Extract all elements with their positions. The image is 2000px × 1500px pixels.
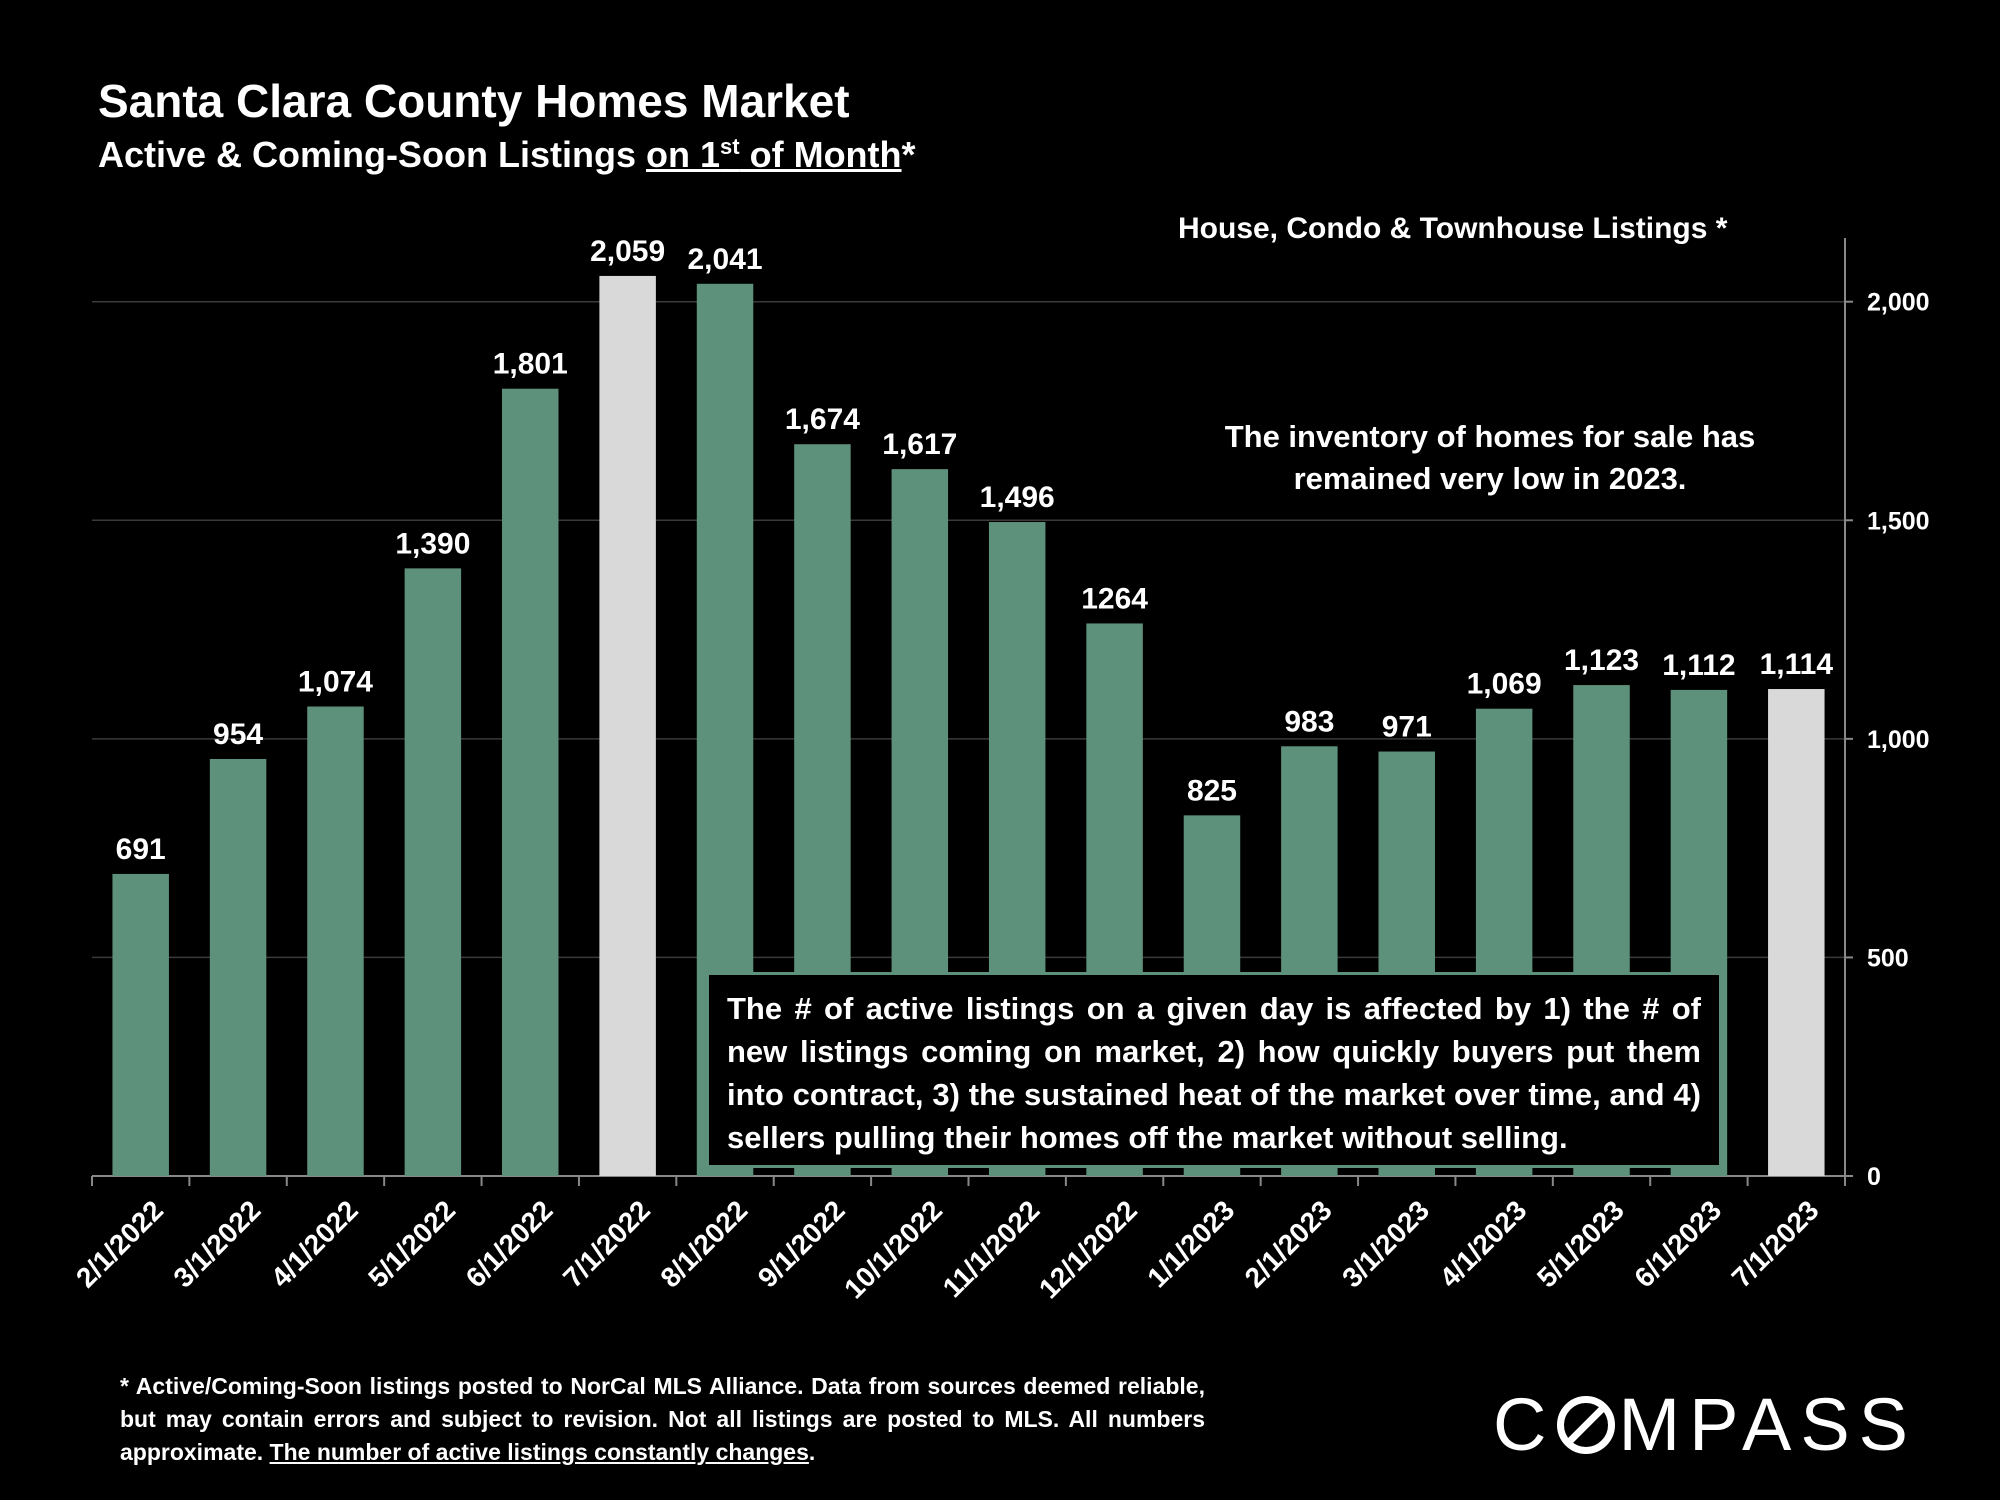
y-tick-label: 500 [1867, 944, 1909, 972]
x-tick-label: 2/1/2023 [1239, 1194, 1338, 1293]
data-label: 2,041 [687, 243, 762, 276]
chart-subtitle: Active & Coming-Soon Listings on 1st of … [98, 134, 916, 176]
data-label: 1,801 [493, 348, 568, 381]
x-tick-label: 5/1/2023 [1531, 1194, 1630, 1293]
data-label: 1,114 [1760, 648, 1834, 681]
data-label: 1,074 [298, 666, 373, 699]
subtitle-underlined: on 1st of Month [646, 134, 902, 175]
footnote-text: * Active/Coming-Soon listings posted to … [120, 1373, 1205, 1465]
footnote-end: . [808, 1439, 816, 1465]
x-tick-label: 7/1/2022 [557, 1194, 656, 1293]
x-tick-label: 1/1/2023 [1141, 1194, 1240, 1293]
logo-text-start: C [1493, 1383, 1556, 1466]
subtitle-prefix: Active & Coming-Soon Listings [98, 134, 647, 175]
x-tick-label: 4/1/2023 [1434, 1194, 1533, 1293]
explanation-callout-box: The # of active listings on a given day … [706, 972, 1722, 1168]
x-tick-label: 3/1/2023 [1336, 1194, 1435, 1293]
x-tick-label: 6/1/2023 [1628, 1194, 1727, 1293]
footnote-underlined: The number of active listings constantly… [269, 1439, 809, 1465]
compass-logo: C MPASS [1493, 1382, 1917, 1467]
bar [112, 873, 169, 1176]
y-tick-label: 1,500 [1867, 507, 1930, 535]
data-label: 1,617 [882, 428, 957, 461]
x-tick-label: 12/1/2022 [1033, 1194, 1143, 1304]
highlighted-bar [599, 275, 656, 1176]
subtitle-superscript: st [720, 134, 740, 159]
subtitle-suffix: * [901, 134, 916, 175]
highlighted-bar [1768, 689, 1825, 1176]
inventory-callout: The inventory of homes for sale has rema… [1224, 419, 1756, 496]
data-label: 1,674 [785, 403, 860, 436]
data-label: 1,069 [1467, 668, 1542, 701]
x-tick-label: 2/1/2022 [70, 1194, 169, 1293]
bar [209, 758, 267, 1176]
data-label: 1,123 [1564, 644, 1639, 677]
compass-o-icon [1557, 1395, 1616, 1454]
data-label: 1,112 [1662, 649, 1735, 682]
subtitle-underlined-b: of Month [739, 134, 902, 175]
data-label: 971 [1382, 711, 1432, 744]
x-tick-label: 4/1/2022 [265, 1194, 364, 1293]
x-tick-label: 10/1/2022 [838, 1194, 948, 1304]
bar [502, 388, 559, 1177]
x-tick-label: 11/1/2022 [937, 1194, 1046, 1303]
y-tick-label: 1,000 [1867, 726, 1930, 754]
bar [307, 706, 364, 1176]
x-tick-label: 3/1/2022 [167, 1194, 266, 1293]
x-tick-label: 6/1/2022 [460, 1194, 559, 1293]
y-tick-label: 2,000 [1867, 289, 1930, 317]
x-tick-label: 7/1/2023 [1726, 1194, 1825, 1293]
logo-text-end: MPASS [1618, 1383, 1918, 1466]
data-label: 1264 [1081, 582, 1148, 615]
chart-title: Santa Clara County Homes Market [98, 75, 850, 127]
data-label: 954 [213, 718, 263, 751]
data-label: 983 [1284, 705, 1334, 738]
legend-note: House, Condo & Townhouse Listings * [1178, 212, 1728, 245]
bar [404, 568, 462, 1176]
footnote: * Active/Coming-Soon listings posted to … [120, 1370, 1205, 1469]
data-label: 1,496 [980, 481, 1055, 514]
data-label: 691 [116, 833, 166, 866]
data-label: 2,059 [590, 235, 665, 268]
subtitle-underlined-a: on 1 [646, 134, 721, 175]
y-tick-label: 0 [1867, 1163, 1881, 1191]
data-label: 825 [1187, 774, 1237, 807]
data-label: 1,390 [395, 527, 470, 560]
x-tick-label: 8/1/2022 [654, 1194, 753, 1293]
x-tick-label: 5/1/2022 [362, 1194, 461, 1293]
x-tick-label: 9/1/2022 [752, 1194, 851, 1293]
